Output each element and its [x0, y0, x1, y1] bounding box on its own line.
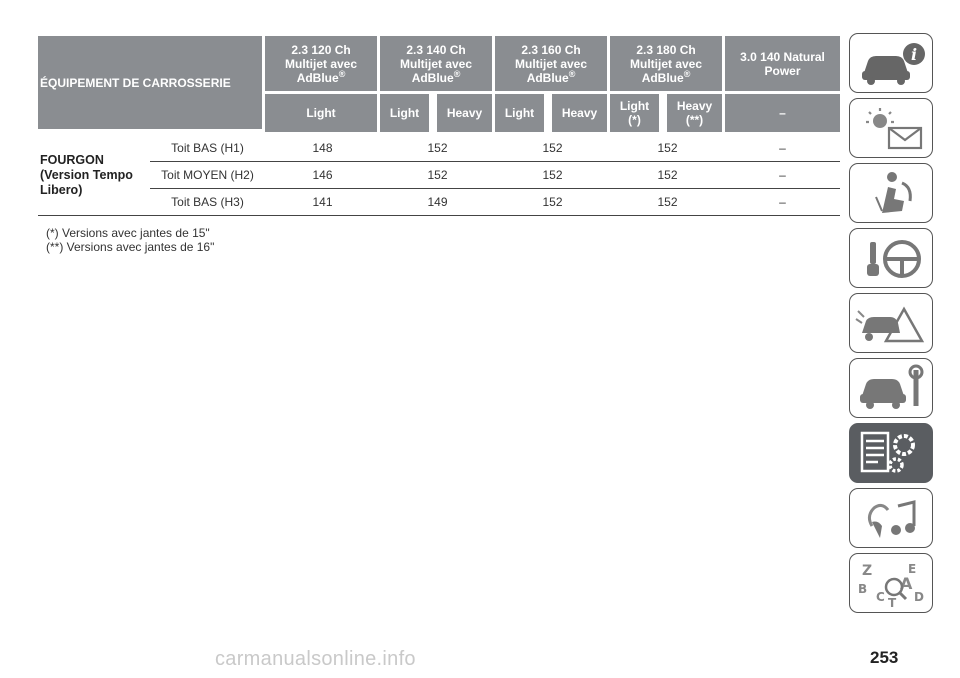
- variant-header: Light (*): [610, 94, 668, 132]
- table-row: FOURGON (Version Tempo Libero) Toit BAS …: [38, 132, 841, 216]
- variant-header: Light: [380, 94, 438, 132]
- warning-light-mail-icon: [866, 108, 923, 150]
- svg-text:D: D: [914, 590, 924, 604]
- chapter-tab-multimedia[interactable]: [849, 488, 933, 548]
- variant-header: Light: [495, 94, 553, 132]
- table-cell: –: [725, 162, 841, 189]
- chapter-tab-maintenance[interactable]: [849, 358, 933, 418]
- table-cell: 141: [265, 189, 381, 216]
- table-cell: 146: [265, 162, 381, 189]
- page-number: 253: [870, 648, 899, 667]
- table-cell: –: [725, 189, 841, 216]
- svg-text:T: T: [888, 596, 897, 609]
- airbag-seat-icon: [875, 172, 912, 213]
- engine-header: 3.0 140 Natural Power: [725, 36, 841, 94]
- chapter-tab-emergency[interactable]: [849, 293, 933, 353]
- table-cell: 152: [610, 189, 726, 216]
- car-accident-warning-icon: [855, 306, 925, 343]
- row-label: Toit BAS (H3): [150, 189, 266, 216]
- chapter-tab-dashboard[interactable]: i: [849, 33, 933, 93]
- variant-header: Heavy (**): [667, 94, 726, 132]
- table-row: Toit BAS (H3) 141 149 152 152 –: [38, 189, 841, 216]
- chapter-tab-safety[interactable]: [849, 163, 933, 223]
- engine-header: 2.3 160 Ch Multijet avec AdBlue®: [495, 36, 611, 94]
- specification-table: ÉQUIPEMENT DE CARROSSERIE 2.3 120 Ch Mult…: [38, 36, 841, 216]
- table-cell: 148: [265, 132, 381, 162]
- equipment-header: ÉQUIPEMENT DE CARROSSERIE: [38, 36, 266, 132]
- key-steering-wheel-icon: [867, 240, 921, 278]
- car-wrench-icon: [860, 364, 924, 409]
- svg-text:C: C: [876, 590, 885, 604]
- svg-text:B: B: [858, 582, 867, 596]
- engine-header: 2.3 140 Ch Multijet avec AdBlue®: [380, 36, 496, 94]
- chapter-sidebar: i: [849, 33, 935, 618]
- engine-header: 2.3 120 Ch Multijet avec AdBlue®: [265, 36, 381, 94]
- table-cell: 152: [610, 162, 726, 189]
- footnote: (*) Versions avec jantes de 15": [46, 226, 210, 240]
- table-row: Toit MOYEN (H2) 146 152 152 152 –: [38, 162, 841, 189]
- row-label: Toit BAS (H1): [150, 132, 266, 162]
- variant-header: Light: [265, 94, 381, 132]
- alphabet-index-icon: Z E B A D C T: [858, 562, 924, 609]
- chapter-tab-warnings[interactable]: [849, 98, 933, 158]
- table-cell: 152: [495, 162, 611, 189]
- footnote: (**) Versions avec jantes de 16": [46, 240, 215, 254]
- body-type-label: FOURGON (Version Tempo Libero): [38, 132, 150, 216]
- svg-text:i: i: [911, 45, 917, 64]
- svg-text:Z: Z: [862, 563, 872, 579]
- watermark: carmanualsonline.info: [215, 648, 416, 670]
- list-gears-icon: [860, 431, 915, 473]
- row-label: Toit MOYEN (H2): [150, 162, 266, 189]
- table-cell: 152: [495, 189, 611, 216]
- chapter-tab-index[interactable]: Z E B A D C T: [849, 553, 933, 613]
- table-cell: 152: [380, 132, 496, 162]
- svg-text:A: A: [900, 574, 913, 593]
- engine-header: 2.3 180 Ch Multijet avec AdBlue®: [610, 36, 726, 94]
- table-cell: 152: [380, 162, 496, 189]
- variant-header: –: [725, 94, 841, 132]
- table-cell: 152: [610, 132, 726, 162]
- svg-text:E: E: [908, 562, 916, 576]
- variant-header: Heavy: [437, 94, 496, 132]
- table-cell: –: [725, 132, 841, 162]
- chapter-tab-starting[interactable]: [849, 228, 933, 288]
- variant-header: Heavy: [552, 94, 611, 132]
- table-cell: 149: [380, 189, 496, 216]
- car-info-icon: i: [862, 43, 925, 85]
- footnotes: (*) Versions avec jantes de 15" (**) Ver…: [46, 226, 214, 254]
- chapter-tab-technical-data[interactable]: [849, 423, 933, 483]
- music-nav-icon: [867, 500, 916, 538]
- table-cell: 152: [495, 132, 611, 162]
